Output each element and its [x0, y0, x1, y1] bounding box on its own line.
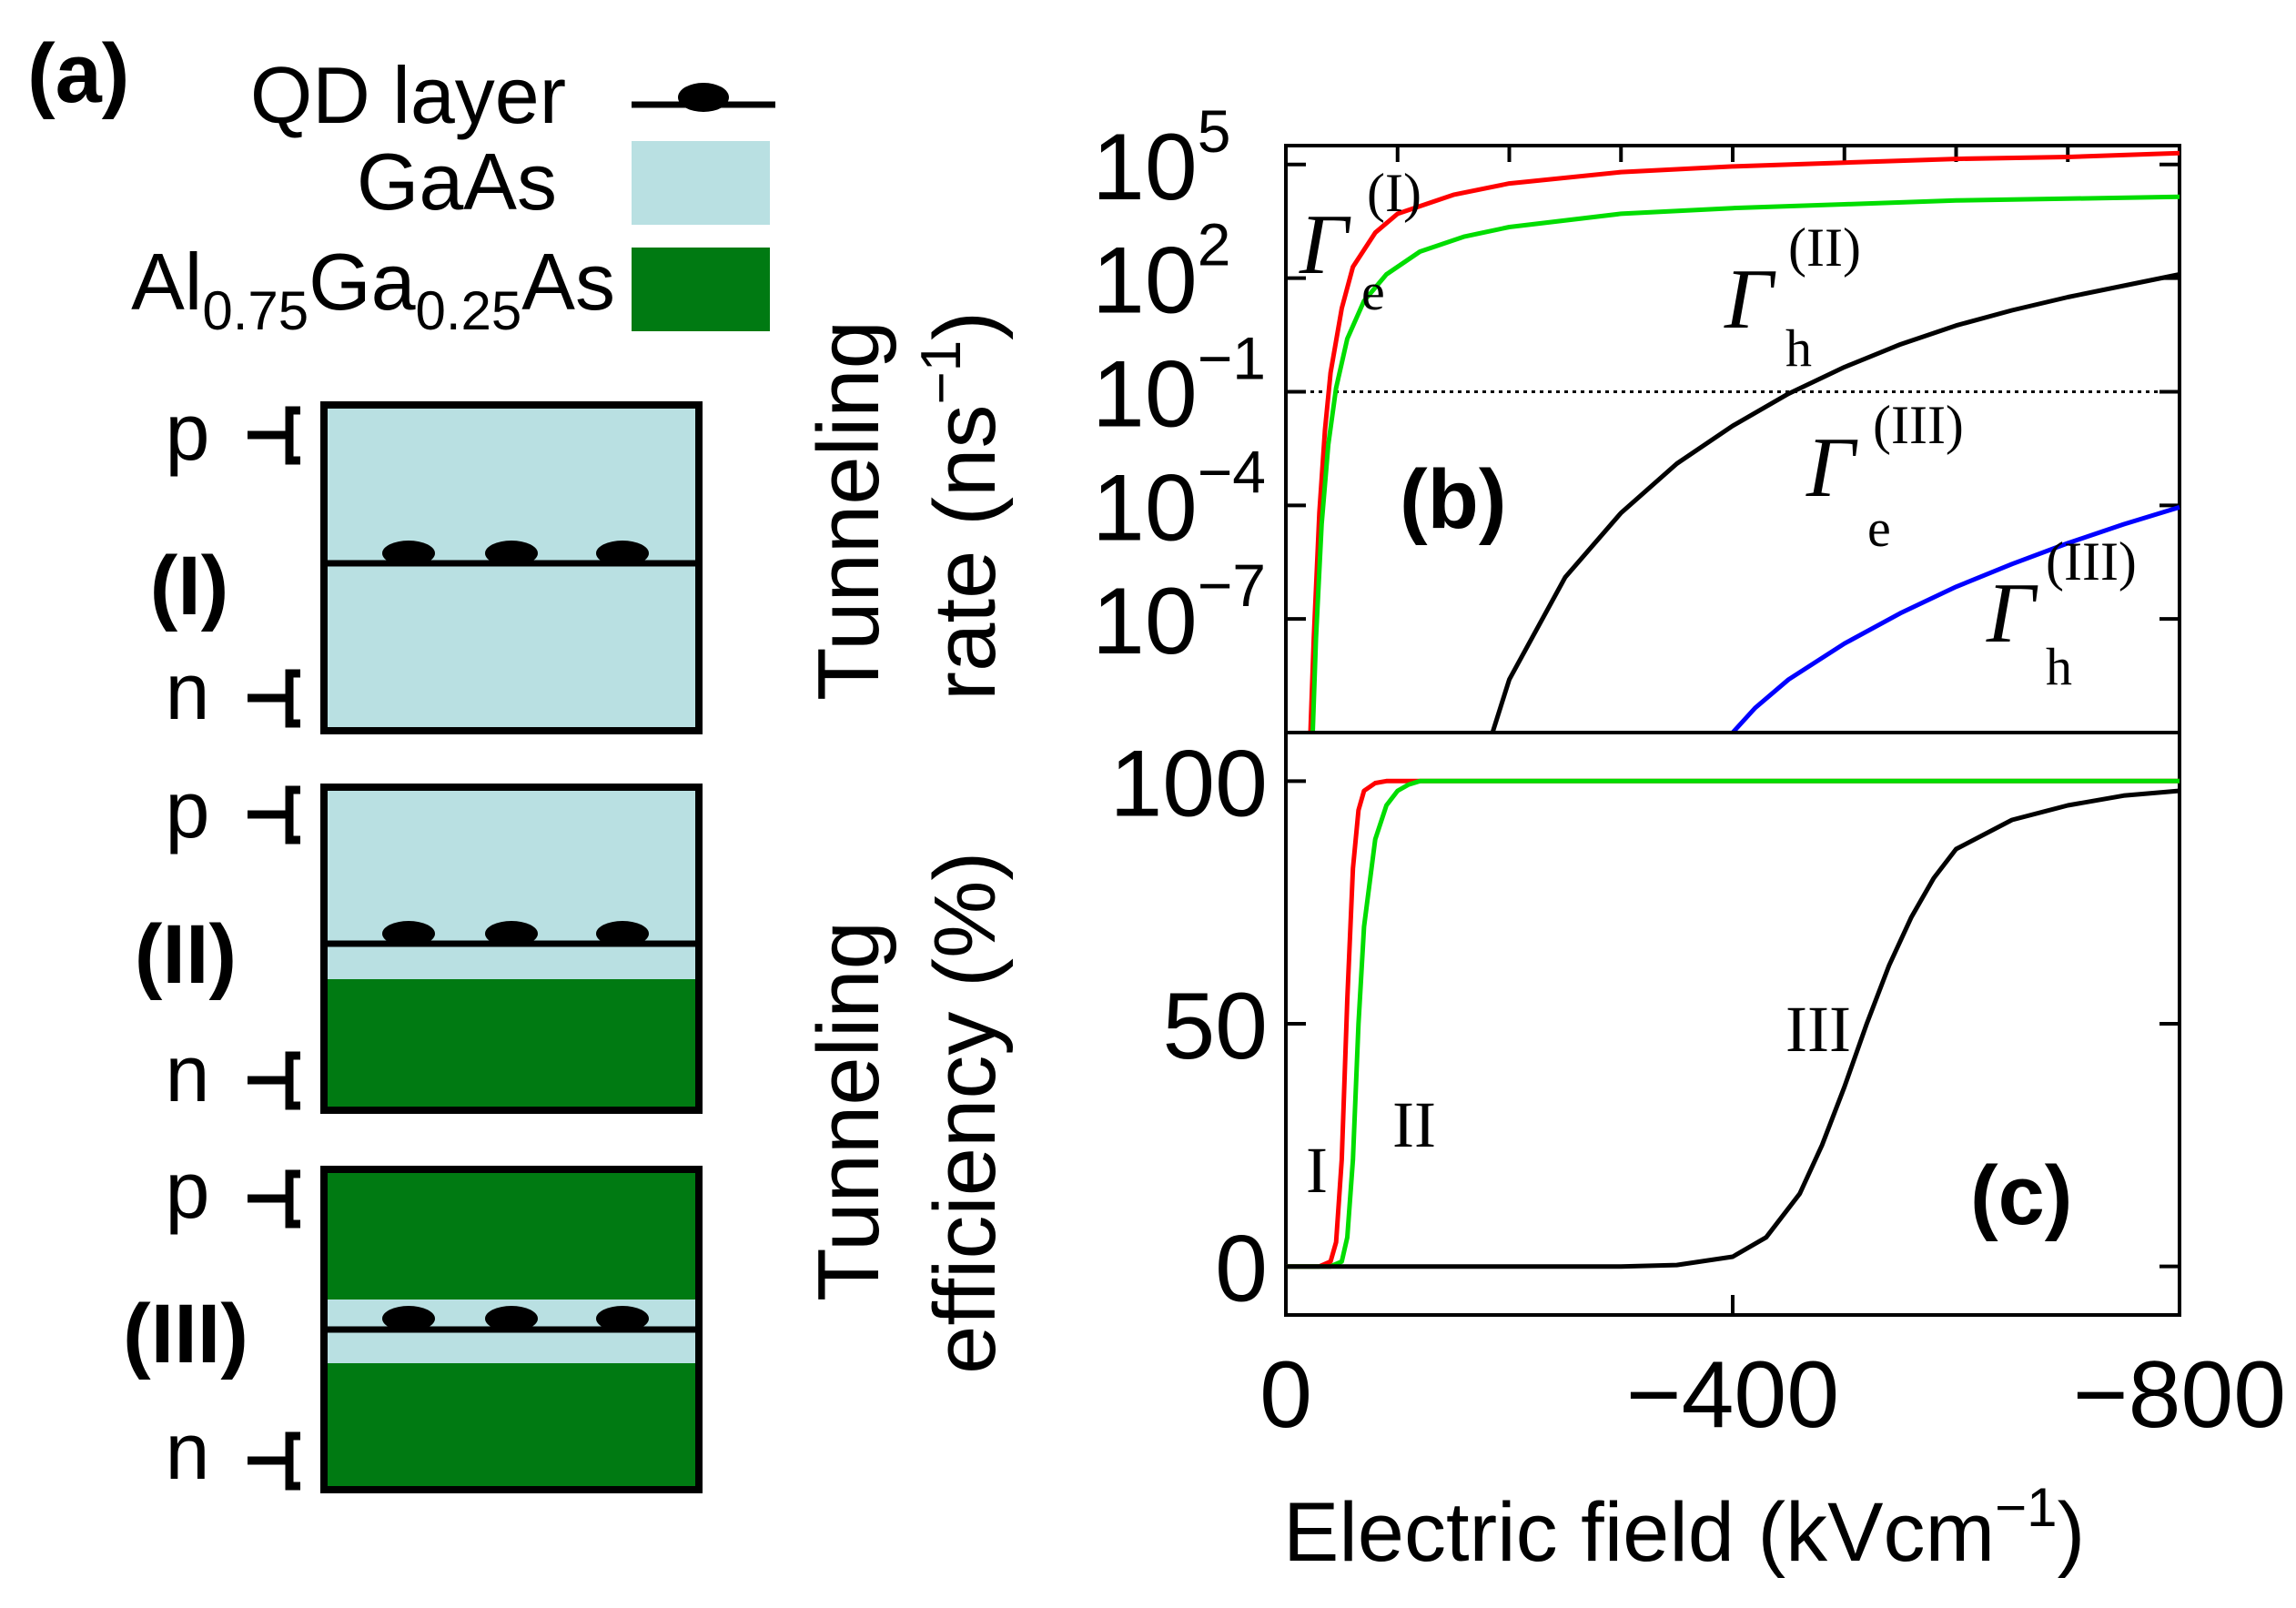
x-axis-label: Electric field (kVcm−1) — [1283, 1477, 2085, 1579]
y-axis-label-c: Tunneling efficiency (%) — [800, 852, 1014, 1374]
series-line — [1286, 778, 2180, 1269]
ytick-label: 102 — [1092, 211, 1230, 334]
panel-c: 0 50 100 0 −400 −800 (c) I II III — [1109, 731, 2286, 1448]
xtick-label: 0 — [1259, 1342, 1312, 1448]
n-contact-bracket — [248, 669, 300, 728]
n-contact-bracket — [248, 1051, 300, 1110]
p-contact-bracket — [248, 785, 300, 844]
panel-c-series — [1286, 778, 2180, 1269]
panel-c-ytick-labels: 0 50 100 — [1109, 731, 1268, 1321]
series-line — [1310, 194, 2180, 733]
y-label-c-line1: Tunneling — [800, 921, 897, 1301]
panel-b-series — [1308, 150, 2180, 734]
quantum-dot — [382, 921, 435, 946]
y-label-c-line2: efficiency (%) — [916, 852, 1014, 1374]
ytick-label: 50 — [1162, 974, 1268, 1079]
ytick-label: 0 — [1215, 1217, 1268, 1322]
p-contact-label: p — [166, 764, 210, 855]
structure-ii-label: (II) — [135, 908, 237, 1001]
annotation-gamma-h-ii: Γ(II) h — [1724, 217, 1861, 378]
panel-b-label: (b) — [1400, 453, 1506, 546]
series-line — [1286, 788, 2180, 1269]
p-contact-label: p — [166, 387, 210, 477]
quantum-dot — [596, 541, 649, 566]
n-contact-label: n — [166, 1406, 210, 1496]
p-contact-bracket — [248, 406, 300, 465]
legend-qd-swatch — [632, 83, 775, 112]
panel-a-label: (a) — [27, 27, 129, 120]
ytick-label: 10−4 — [1092, 438, 1266, 561]
n-contact-bracket — [248, 1431, 300, 1491]
quantum-dot — [485, 541, 538, 566]
structure-iii: (III) p n — [123, 1145, 703, 1496]
legend-algaas-label: Al0.75Ga0.25As — [131, 237, 615, 341]
structure-i: (I) p n — [150, 387, 703, 736]
y-axis-label-b: Tunneling rate (ns−1) — [800, 311, 1014, 701]
ytick-label: 100 — [1109, 731, 1268, 836]
structure-i-label: (I) — [150, 540, 229, 632]
series-line — [1308, 150, 2180, 733]
legend-algaas-swatch — [632, 248, 770, 331]
quantum-dot — [382, 1306, 435, 1331]
annotation-gamma-e-i: Γ(I) e — [1299, 163, 1421, 321]
ytick-label: 105 — [1092, 97, 1230, 220]
legend-gaas-swatch — [632, 141, 770, 225]
ytick-label: 10−1 — [1092, 324, 1266, 447]
panel-a: (a) QD layer GaAs Al0.75Ga0.25As (I) p n — [27, 27, 775, 1496]
curve-label-ii: II — [1392, 1088, 1436, 1161]
n-contact-label: n — [166, 1028, 210, 1118]
x-tick-labels: 0 −400 −800 — [1259, 1342, 2286, 1448]
series-line — [1731, 505, 2180, 734]
legend-qd-layer-label: QD layer — [250, 50, 566, 140]
quantum-dot — [382, 541, 435, 566]
series-line — [1286, 778, 2180, 1269]
n-contact-label: n — [166, 646, 210, 736]
y-label-b-line2: rate (ns−1) — [910, 311, 1014, 701]
series-line — [1490, 272, 2180, 733]
panel-b-ticks — [1286, 146, 2180, 622]
panel-c-label: (c) — [1970, 1149, 2072, 1242]
curve-label-i: I — [1306, 1134, 1328, 1207]
y-label-b-line1: Tunneling — [800, 320, 897, 701]
quantum-dot — [596, 921, 649, 946]
ytick-label: 10−7 — [1092, 551, 1266, 674]
xtick-label: −400 — [1626, 1342, 1839, 1448]
quantum-dot — [485, 1306, 538, 1331]
quantum-dot — [485, 921, 538, 946]
structure-iii-label: (III) — [123, 1288, 248, 1380]
legend-gaas-label: GaAs — [357, 137, 557, 227]
xtick-label: −800 — [2073, 1342, 2286, 1448]
p-contact-label: p — [166, 1145, 210, 1235]
annotation-gamma-h-iii: Γ(III) h — [1986, 531, 2137, 696]
annotation-gamma-e-iii: Γ (III) e — [1805, 395, 1964, 558]
curve-label-iii: III — [1785, 993, 1851, 1066]
p-contact-bracket — [248, 1169, 300, 1229]
structure-ii: (II) p n — [135, 764, 703, 1118]
quantum-dot — [596, 1306, 649, 1331]
